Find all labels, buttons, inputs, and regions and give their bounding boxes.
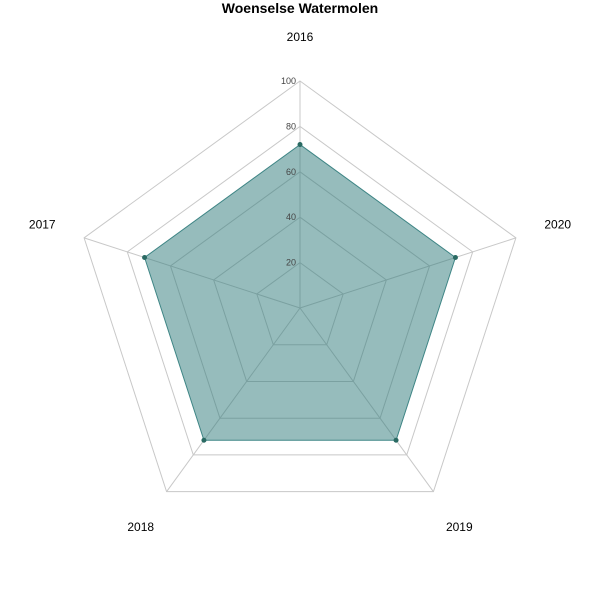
tick-label-40: 40 (286, 212, 296, 222)
tick-label-60: 60 (286, 167, 296, 177)
tick-label-100: 100 (281, 76, 296, 86)
tick-label-20: 20 (286, 258, 296, 268)
series-area (143, 143, 457, 441)
data-point-2017 (142, 254, 148, 260)
axis-label-2019: 2019 (446, 520, 473, 534)
axis-label-2016: 2016 (287, 30, 314, 44)
radar-series (142, 142, 458, 443)
grid-ring-80 (126, 125, 474, 456)
grid-ring-100 (83, 80, 517, 493)
axis-labels: 2016 2020 2019 2018 2017 (29, 30, 571, 534)
axis-label-2020: 2020 (544, 217, 571, 231)
data-point-2016 (297, 142, 303, 148)
chart-title: Woenselse Watermolen (222, 0, 378, 16)
axis-label-2018: 2018 (127, 520, 154, 534)
data-point-2019 (393, 437, 399, 443)
tick-label-80: 80 (286, 121, 296, 131)
data-point-2020 (452, 254, 458, 260)
data-point-2018 (201, 437, 207, 443)
axis-label-2017: 2017 (29, 217, 56, 231)
radial-tick-labels: 20 40 60 80 100 (281, 76, 296, 268)
